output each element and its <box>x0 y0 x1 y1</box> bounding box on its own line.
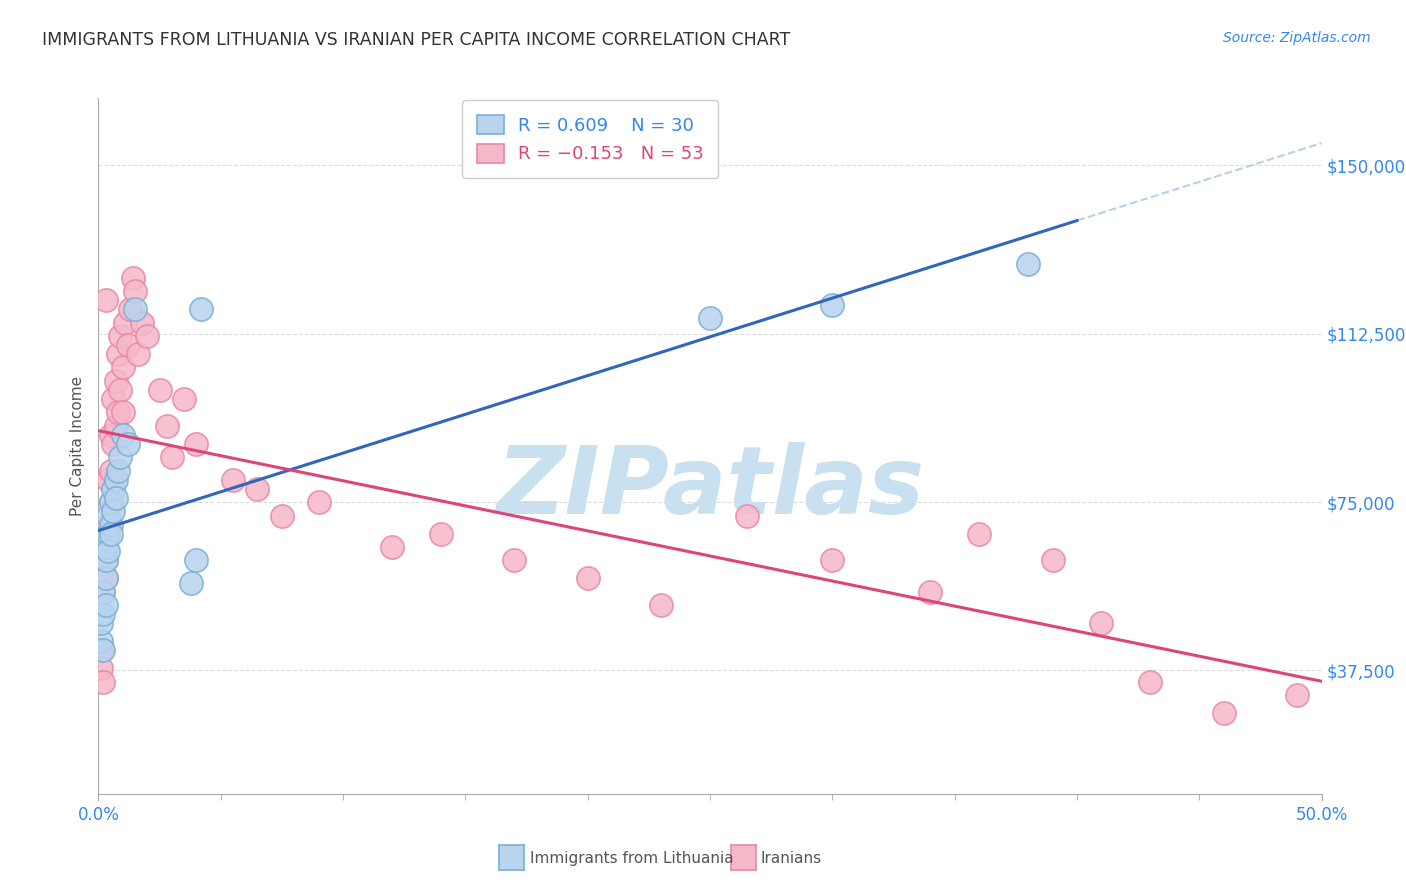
Point <box>149 383 172 397</box>
Text: IMMIGRANTS FROM LITHUANIA VS IRANIAN PER CAPITA INCOME CORRELATION CHART: IMMIGRANTS FROM LITHUANIA VS IRANIAN PER… <box>42 31 790 49</box>
Point <box>104 418 127 433</box>
Point <box>94 553 117 567</box>
Point <box>186 553 208 567</box>
Point <box>1090 616 1112 631</box>
Point <box>117 338 139 352</box>
Point <box>136 329 159 343</box>
Point <box>104 374 127 388</box>
Point <box>104 491 127 505</box>
Point <box>91 674 114 689</box>
Point <box>160 450 183 465</box>
Point <box>821 297 844 311</box>
Point <box>94 571 117 585</box>
Point <box>100 495 122 509</box>
Point <box>156 418 179 433</box>
Point <box>91 585 114 599</box>
Point <box>186 436 208 450</box>
Point <box>735 508 758 523</box>
Point <box>180 575 202 590</box>
Legend: R = 0.609    N = 30, R = −0.153   N = 53: R = 0.609 N = 30, R = −0.153 N = 53 <box>463 100 718 178</box>
Text: Iranians: Iranians <box>761 851 821 865</box>
Point <box>97 517 120 532</box>
Point <box>107 405 129 419</box>
Point <box>121 270 143 285</box>
Point <box>100 427 122 442</box>
Point <box>107 464 129 478</box>
Point <box>120 302 142 317</box>
Point <box>576 571 599 585</box>
Point <box>821 553 844 567</box>
Point <box>131 316 153 330</box>
Point <box>100 526 122 541</box>
Point <box>100 517 122 532</box>
Point <box>97 526 120 541</box>
Point <box>127 347 149 361</box>
Point <box>90 616 112 631</box>
Point <box>117 436 139 450</box>
Point <box>1212 706 1234 720</box>
Text: Source: ZipAtlas.com: Source: ZipAtlas.com <box>1223 31 1371 45</box>
Point <box>270 508 294 523</box>
Point <box>430 526 453 541</box>
Point <box>101 392 124 406</box>
Point <box>1286 688 1309 702</box>
Point <box>94 540 117 554</box>
Point <box>246 482 269 496</box>
Point <box>91 585 114 599</box>
Point <box>114 316 136 330</box>
Point <box>91 643 114 657</box>
Point <box>101 504 124 518</box>
Point <box>100 464 122 478</box>
Point <box>107 347 129 361</box>
Point <box>90 643 112 657</box>
Point <box>110 383 132 397</box>
Point <box>503 553 526 567</box>
Point <box>111 427 134 442</box>
Point <box>110 329 132 343</box>
Point <box>97 544 120 558</box>
Point <box>110 450 132 465</box>
Point <box>124 302 146 317</box>
Point <box>308 495 330 509</box>
Point <box>91 607 114 622</box>
Point <box>1042 553 1064 567</box>
Point <box>97 508 120 523</box>
Text: ZIPatlas: ZIPatlas <box>496 442 924 533</box>
Point <box>90 634 112 648</box>
Point <box>190 302 212 317</box>
Point <box>90 661 112 675</box>
Text: Immigrants from Lithuania: Immigrants from Lithuania <box>530 851 734 865</box>
Point <box>173 392 195 406</box>
Point <box>111 405 134 419</box>
Point <box>967 526 990 541</box>
Point <box>101 436 124 450</box>
Point <box>222 473 245 487</box>
Point <box>1017 257 1039 271</box>
Y-axis label: Per Capita Income: Per Capita Income <box>69 376 84 516</box>
Point <box>1139 674 1161 689</box>
Point <box>381 540 404 554</box>
Point <box>94 571 117 585</box>
Point <box>101 482 124 496</box>
Point <box>920 585 942 599</box>
Point <box>94 599 117 613</box>
Point <box>111 360 134 375</box>
Point <box>699 311 721 326</box>
Point <box>94 553 117 567</box>
Point <box>104 473 127 487</box>
Point <box>650 599 672 613</box>
Point <box>100 495 122 509</box>
Point <box>124 284 146 298</box>
Point <box>94 293 117 307</box>
Point <box>97 473 120 487</box>
